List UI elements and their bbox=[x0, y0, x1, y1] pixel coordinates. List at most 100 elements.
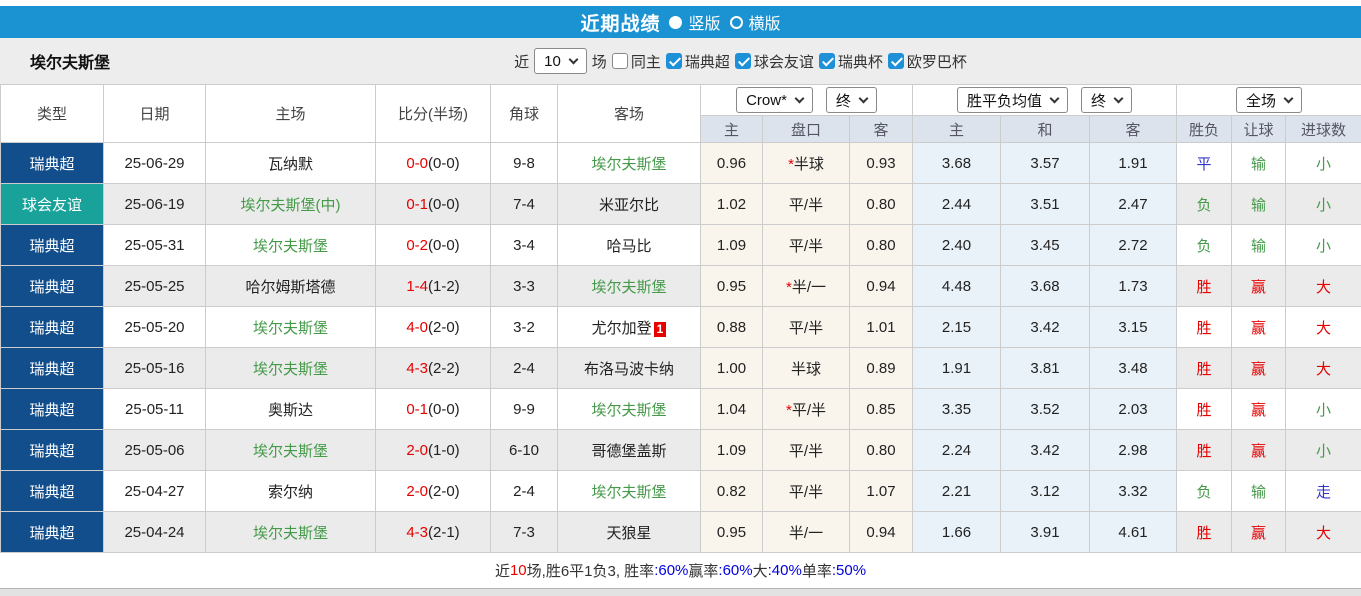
home-team-cell: 埃尔夫斯堡 bbox=[205, 429, 376, 471]
filter-row: 埃尔夫斯堡 近 10 场 同主 瑞典超 球会友谊 瑞典杯 bbox=[0, 38, 1361, 84]
radio-unselected-icon[interactable] bbox=[729, 15, 743, 29]
handicap-result-cell: 赢 bbox=[1231, 306, 1287, 348]
match-row: 瑞典超 25-05-25 哈尔姆斯塔德 1-4(1-2) 3-3 埃尔夫斯堡 0.95 *半/… bbox=[0, 265, 1361, 307]
handicap-result-cell: 赢 bbox=[1231, 347, 1287, 389]
asian-home-odds-cell: 1.09 bbox=[700, 429, 763, 471]
fulltime-score: 0-0 bbox=[406, 154, 428, 172]
away-team-name: 埃尔夫斯堡 bbox=[591, 278, 667, 296]
asian-away-odds-cell: 0.94 bbox=[848, 511, 914, 553]
home-team-name: 埃尔夫斯堡 bbox=[252, 319, 328, 337]
asian-away-odds-cell: 0.94 bbox=[848, 265, 914, 307]
odds-company-value: Crow* bbox=[746, 91, 787, 109]
checkbox-checked-icon[interactable] bbox=[734, 53, 751, 69]
league-type-cell: 瑞典超 bbox=[0, 511, 104, 553]
asian-home-odds-cell: 1.09 bbox=[700, 224, 763, 266]
home-team-name: 哈尔姆斯塔德 bbox=[245, 278, 336, 296]
europe-odds-time-select[interactable]: 终 bbox=[1081, 87, 1133, 113]
date-cell: 25-06-29 bbox=[103, 142, 206, 184]
europe-home-odds-cell: 3.35 bbox=[912, 388, 1002, 430]
score-cell: 1-4(1-2) bbox=[375, 265, 491, 307]
chevron-down-icon bbox=[568, 54, 579, 64]
match-history-table: 类型 日期 主场 比分(半场) 角球 客场 Crow* 终 bbox=[0, 84, 1361, 553]
radio-selected-icon[interactable] bbox=[669, 15, 683, 29]
handicap-line-cell: 平/半 bbox=[762, 470, 850, 512]
match-row: 瑞典超 25-04-27 索尔纳 2-0(2-0) 2-4 埃尔夫斯堡 0.82 平/半 1.0… bbox=[0, 470, 1361, 512]
checkbox-checked-icon[interactable] bbox=[818, 53, 835, 69]
match-count-select[interactable]: 10 bbox=[534, 48, 587, 74]
europe-home-odds-cell: 2.24 bbox=[912, 429, 1002, 471]
checkbox-league-europa[interactable]: 欧罗巴杯 bbox=[887, 51, 967, 72]
halftime-score: (2-0) bbox=[428, 482, 460, 500]
checkbox-league-swedish-cup[interactable]: 瑞典杯 bbox=[818, 51, 883, 72]
europe-away-odds-cell: 1.91 bbox=[1089, 142, 1178, 184]
away-team-cell: 埃尔夫斯堡 bbox=[557, 470, 701, 512]
checkbox-checked-icon[interactable] bbox=[887, 53, 904, 69]
handicap-line-cell: 平/半 bbox=[762, 224, 850, 266]
result-cell: 负 bbox=[1176, 224, 1233, 266]
fulltime-score: 2-0 bbox=[406, 441, 428, 459]
corners-cell: 7-4 bbox=[490, 183, 558, 225]
asian-home-odds-cell: 1.02 bbox=[700, 183, 763, 225]
europe-away-odds-cell: 2.98 bbox=[1089, 429, 1178, 471]
radio-horizontal-layout[interactable]: 横版 bbox=[729, 10, 781, 34]
league-type-cell: 瑞典超 bbox=[0, 347, 104, 389]
checkbox-league-swedish-allsvenskan[interactable]: 瑞典超 bbox=[665, 51, 730, 72]
home-team-cell: 埃尔夫斯堡 bbox=[205, 511, 376, 553]
summary-segment: :60% bbox=[718, 562, 753, 579]
home-team-cell: 埃尔夫斯堡 bbox=[205, 347, 376, 389]
home-team-cell: 索尔纳 bbox=[205, 470, 376, 512]
away-team-name: 埃尔夫斯堡 bbox=[591, 155, 667, 173]
result-cell: 胜 bbox=[1176, 429, 1233, 471]
away-team-name: 天狼星 bbox=[606, 524, 652, 542]
col-header-type: 类型 bbox=[0, 84, 104, 143]
score-cell: 0-1(0-0) bbox=[375, 388, 491, 430]
asian-odds-time-select[interactable]: 终 bbox=[825, 87, 877, 113]
date-cell: 25-05-16 bbox=[103, 347, 206, 389]
date-cell: 25-05-20 bbox=[103, 306, 206, 348]
chevron-down-icon bbox=[858, 93, 869, 103]
league-label: 欧罗巴杯 bbox=[906, 53, 967, 71]
asian-home-odds-cell: 1.04 bbox=[700, 388, 763, 430]
checkbox-checked-icon[interactable] bbox=[665, 53, 682, 69]
subcol-handicap: 盘口 bbox=[762, 115, 850, 143]
asian-away-odds-cell: 0.80 bbox=[848, 429, 914, 471]
league-type-cell: 瑞典超 bbox=[0, 224, 104, 266]
scope-select[interactable]: 全场 bbox=[1236, 87, 1303, 113]
handicap-result-cell: 输 bbox=[1231, 142, 1287, 184]
europe-home-odds-cell: 1.66 bbox=[912, 511, 1002, 553]
subcol-asian-home: 主 bbox=[700, 115, 763, 143]
europe-home-odds-cell: 4.48 bbox=[912, 265, 1002, 307]
asian-away-odds-cell: 0.80 bbox=[848, 183, 914, 225]
result-cell: 胜 bbox=[1176, 511, 1233, 553]
corners-cell: 6-10 bbox=[490, 429, 558, 471]
odds-company-select[interactable]: Crow* bbox=[736, 87, 813, 113]
fulltime-score: 4-3 bbox=[406, 523, 428, 541]
europe-draw-odds-cell: 3.52 bbox=[1000, 388, 1091, 430]
home-team-cell: 埃尔夫斯堡(中) bbox=[205, 183, 376, 225]
home-team-cell: 埃尔夫斯堡 bbox=[205, 224, 376, 266]
away-team-name: 哈马比 bbox=[606, 237, 652, 255]
corners-cell: 3-3 bbox=[490, 265, 558, 307]
checkbox-same-home[interactable]: 同主 bbox=[611, 51, 661, 72]
europe-away-odds-cell: 3.15 bbox=[1089, 306, 1178, 348]
europe-odds-source-select[interactable]: 胜平负均值 bbox=[957, 87, 1069, 113]
handicap-result-cell: 输 bbox=[1231, 224, 1287, 266]
europe-home-odds-cell: 2.40 bbox=[912, 224, 1002, 266]
result-cell: 胜 bbox=[1176, 306, 1233, 348]
europe-draw-odds-cell: 3.81 bbox=[1000, 347, 1091, 389]
score-cell: 0-0(0-0) bbox=[375, 142, 491, 184]
europe-draw-odds-cell: 3.45 bbox=[1000, 224, 1091, 266]
league-type-cell: 瑞典超 bbox=[0, 142, 104, 184]
europe-away-odds-cell: 3.32 bbox=[1089, 470, 1178, 512]
home-team-name: 埃尔夫斯堡(中) bbox=[240, 196, 341, 214]
checkbox-league-club-friendly[interactable]: 球会友谊 bbox=[734, 51, 814, 72]
europe-draw-odds-cell: 3.51 bbox=[1000, 183, 1091, 225]
checkbox-unchecked-icon[interactable] bbox=[611, 53, 628, 69]
radio-vertical-layout[interactable]: 竖版 bbox=[669, 10, 721, 34]
date-cell: 25-06-19 bbox=[103, 183, 206, 225]
europe-draw-odds-cell: 3.42 bbox=[1000, 429, 1091, 471]
corners-cell: 3-4 bbox=[490, 224, 558, 266]
away-team-cell: 埃尔夫斯堡 bbox=[557, 265, 701, 307]
match-row: 瑞典超 25-05-11 奥斯达 0-1(0-0) 9-9 埃尔夫斯堡 1.04 *平/半 0.… bbox=[0, 388, 1361, 430]
